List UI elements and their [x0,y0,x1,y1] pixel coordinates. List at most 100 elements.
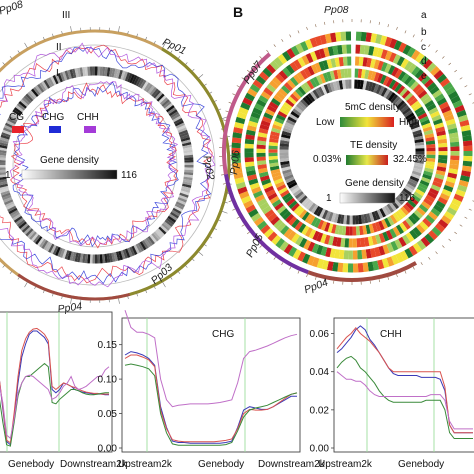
heatmap-cell [414,106,424,115]
chromosome-tick [315,24,317,28]
chromosome-tick [412,266,415,270]
gene-density-cell [15,217,25,225]
heatmap-cell [436,130,446,137]
heatmap-cell [409,196,419,206]
chromosome-tick [204,244,207,247]
heatmap-cell [297,251,306,262]
heatmap-cell [316,232,324,243]
heatmap-cell [258,95,269,104]
gene-density-cell [3,197,13,203]
heatmap-cell [257,164,267,170]
gene-density-cell [139,241,147,251]
heatmap-cell [412,129,422,136]
heatmap-cell [264,185,274,194]
chromosome-tick [454,231,457,235]
heatmap-cell [392,54,401,65]
gene-density-cell [47,77,55,87]
heatmap-cell [407,180,417,188]
heatmap-cell [375,234,382,245]
heatmap-cell [266,63,276,74]
gene-density-cell [12,109,22,117]
legend-gene-density-bar [21,169,118,180]
heatmap-cell [279,241,289,252]
heatmap-cell [337,44,343,55]
heatmap-cell [329,248,336,259]
heatmap-cell [285,64,295,75]
heatmap-cell [257,136,267,142]
heatmap-cell [311,243,320,254]
heatmap-cell [278,70,289,80]
heatmap-cell [421,122,432,129]
heatmap-cell [382,244,390,255]
gene-density-cell [177,197,187,203]
heatmap-cell [296,207,305,217]
heatmap-cell [273,120,283,128]
chromosome-tick [34,286,37,290]
heatmap-cell [282,127,293,134]
legend-gene-min: 1 [5,170,11,181]
gene-density-cell [167,107,177,115]
heatmap-cell [280,225,290,235]
heatmap-cell [292,90,302,100]
chromosome-tick [459,77,463,80]
chrom-label-b-pp08: Pp08 [324,4,349,16]
heatmap-cell [402,220,411,230]
heatmap-cell [245,134,255,141]
heatmap-cell [235,181,246,190]
heatmap-cell [419,55,429,66]
heatmap-cell [456,109,467,118]
chromosome-tick [404,270,407,274]
heatmap-cell [445,118,456,126]
heatmap-cell [278,186,288,195]
heatmap-cell [231,137,242,144]
chromosome-tick [220,128,225,130]
gene-density-cell [0,188,10,193]
heatmap-cell [378,245,386,256]
heatmap-cell [283,243,293,255]
gene-density-cell [57,73,63,83]
chrom-label-b-pp06: Pp06 [228,150,242,176]
heatmap-cell [409,120,419,128]
heatmap-cell [423,129,434,136]
heatmap-cell [271,171,282,178]
chromosome-tick [324,279,326,283]
heatmap-cell [281,104,291,113]
heatmap-cell [444,114,455,122]
heatmap-cell [412,226,422,237]
y-tick-label: 0.04 [310,367,330,378]
chromosome-arc-pp03-pp04 [17,273,131,301]
gene-density-cell [153,90,161,99]
ring-iii-outline [0,44,216,286]
gene-density-cell [13,107,23,115]
heatmap-cell [234,177,245,185]
heatmap-cell [239,191,250,200]
heatmap-cell [294,191,304,200]
heatmap-cell [447,172,458,179]
heatmap-cell [400,206,409,216]
gene-density-cell [172,207,182,215]
heatmap-cell [322,59,329,70]
gene-density-cell [12,213,22,221]
heatmap-cell [404,248,414,259]
gene-density-cell [159,224,169,233]
gene-density-cell [57,247,63,257]
heatmap-cell [259,124,270,131]
chromosome-tick [297,30,300,34]
heatmap-cell [391,200,400,210]
heatmap-cell [409,175,420,183]
heatmap-cell [306,80,315,90]
heatmap-cell [255,75,266,85]
ring-iii-methylation [0,42,216,288]
chromosome-tick [454,69,457,73]
heatmap-cell [388,79,397,89]
heatmap-cell [276,222,287,232]
heatmap-cell [412,167,423,174]
heatmap-cell [398,102,408,111]
heatmap-cell [375,221,382,232]
heatmap-cell [335,32,342,42]
heatmap-cell [371,211,378,221]
heatmap-cell [412,83,422,94]
chrom-label-a-pp04: Pp04 [57,300,83,315]
heatmap-cell [244,161,255,167]
chromosome-tick [442,245,445,248]
